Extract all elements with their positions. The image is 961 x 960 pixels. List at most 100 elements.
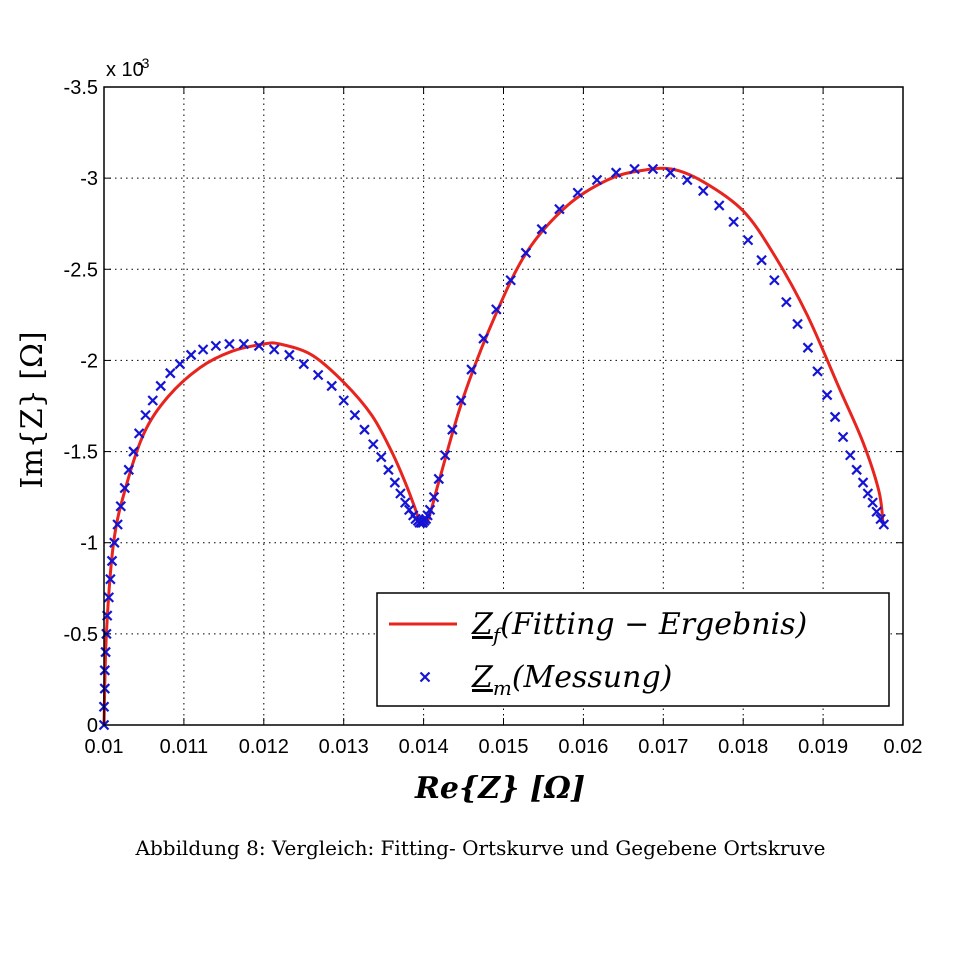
measurement-point <box>147 395 159 406</box>
measurement-point <box>312 369 324 381</box>
legend-measure-label: Zm(Messung) <box>471 660 672 700</box>
measurement-point <box>871 506 882 518</box>
measurement-point <box>367 439 379 450</box>
y-tick-label: -3 <box>80 168 98 190</box>
measurement-point <box>115 500 127 512</box>
measurement-point <box>812 366 823 377</box>
measurement-point <box>123 464 135 476</box>
measurement-point <box>851 464 862 476</box>
measurement-point <box>349 409 361 421</box>
measurement-point <box>878 519 890 530</box>
x-tick-label: 0.016 <box>558 736 608 758</box>
legend-measure-sub: m <box>493 676 512 700</box>
measurement-point <box>742 234 754 246</box>
measurement-point <box>100 646 111 658</box>
measurement-point <box>433 473 445 485</box>
measurement-point <box>697 185 709 197</box>
measurement-point <box>99 683 111 694</box>
legend-measure-main: Z <box>471 660 494 695</box>
measurement-point <box>185 349 197 361</box>
measurement-point <box>106 555 118 567</box>
measurement-point <box>610 167 622 178</box>
measurement-point <box>338 395 349 406</box>
y-tick-label: -0.5 <box>64 624 98 646</box>
legend-fit-rest: (Fitting − Ergebnis) <box>500 607 807 642</box>
measurement-point <box>375 451 387 463</box>
x-tick-label: 0.017 <box>638 736 688 758</box>
measurement-point <box>792 318 803 330</box>
y-tick-label: -3.5 <box>64 77 98 99</box>
measurement-point <box>536 223 548 235</box>
y-tick-label: -2.5 <box>64 259 98 281</box>
measurement-point <box>424 504 436 516</box>
legend-box <box>376 592 890 707</box>
measurement-point <box>210 340 222 352</box>
x-tick-label: 0.013 <box>319 736 369 758</box>
measurement-point <box>103 592 115 603</box>
y-axis-title: Im{Z} [Ω] <box>15 331 50 488</box>
measurement-point <box>629 163 640 175</box>
measurement-point <box>326 380 337 392</box>
measurement-point <box>140 409 151 421</box>
x-tick-label: 0.019 <box>798 736 848 758</box>
x-tick-label: 0.01 <box>85 736 124 758</box>
measurement-point <box>428 491 440 503</box>
measurement-point <box>520 247 532 259</box>
measurement-point <box>112 519 123 530</box>
y-tick-label: -1 <box>80 533 98 555</box>
measurement-point <box>105 573 116 585</box>
measurement-point <box>383 464 394 476</box>
measurement-point <box>821 389 833 401</box>
measurement-point <box>769 274 780 286</box>
measurement-point <box>253 340 265 352</box>
measurement-point <box>756 254 767 266</box>
measurement-point <box>781 296 792 308</box>
measurement-point <box>359 424 370 435</box>
measurement-point <box>284 349 295 361</box>
measurement-point <box>165 367 176 379</box>
measurement-point <box>875 513 886 525</box>
y-tick-label: 0 <box>87 715 98 737</box>
measurement-point <box>447 424 458 435</box>
measurement-point <box>837 431 849 443</box>
measurement-point <box>99 665 111 676</box>
measurement-point <box>389 477 401 488</box>
measurement-series <box>98 163 890 731</box>
x-tick-label: 0.012 <box>239 736 289 758</box>
measurement-point <box>844 449 856 461</box>
x-tick-label: 0.011 <box>160 736 209 758</box>
legend-fit-label: Zf(Fitting − Ergebnis) <box>471 607 807 647</box>
x-tick-label: 0.015 <box>478 736 528 758</box>
measurement-point <box>128 446 139 457</box>
figure-caption: Abbildung 8: Vergleich: Fitting- Ortskur… <box>135 836 826 860</box>
y-exponent-value: -3 <box>137 55 150 71</box>
x-axis-title: Re{Z} [Ω] <box>414 771 585 806</box>
y-tick-label: -2 <box>80 350 98 372</box>
measurement-point <box>133 428 145 439</box>
y-tick-label: -1.5 <box>64 442 98 464</box>
measurement-point <box>591 174 603 186</box>
measurement-point <box>455 395 467 406</box>
measurement-point <box>422 510 433 521</box>
grid-lines <box>104 87 903 725</box>
measurement-point <box>862 488 874 499</box>
measurement-point <box>867 497 878 508</box>
legend: Zf(Fitting − Ergebnis) Zm(Messung) <box>376 592 890 707</box>
measurement-point <box>174 358 186 370</box>
legend-measure-swatch <box>419 671 431 683</box>
measurement-point <box>572 187 584 199</box>
measurement-point <box>268 344 280 355</box>
legend-measure-rest: (Messung) <box>512 660 673 695</box>
measurement-point <box>728 216 739 228</box>
measurement-point <box>197 344 209 355</box>
axis-ticks: 0.01 0.011 0.012 0.013 0.014 0.015 0.016 0.017 0… <box>64 77 923 758</box>
measurement-point <box>109 537 120 548</box>
measurement-point <box>491 304 502 315</box>
measurement-point <box>238 338 250 350</box>
x-tick-label: 0.014 <box>399 736 449 758</box>
measurement-point <box>298 358 310 370</box>
measurement-point <box>478 333 489 344</box>
x-tick-label: 0.018 <box>718 736 768 758</box>
measurement-point <box>665 167 676 178</box>
